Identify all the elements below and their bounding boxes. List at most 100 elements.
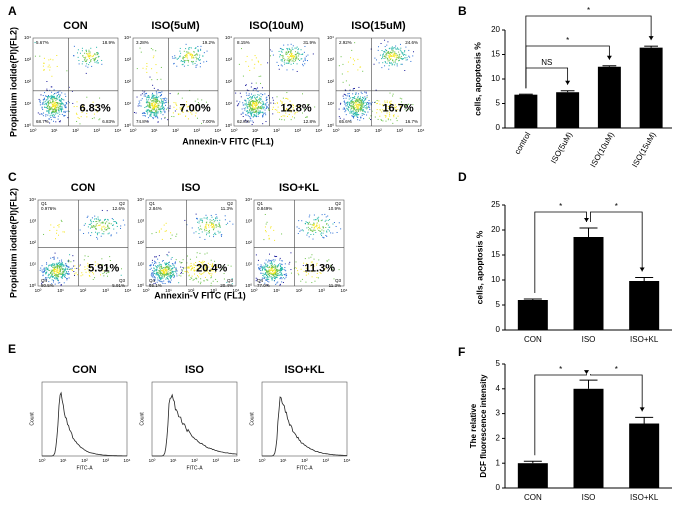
event-dot: [257, 107, 259, 109]
event-dot: [256, 112, 258, 114]
event-dot: [54, 269, 56, 271]
event-dot: [259, 111, 261, 113]
event-dot: [90, 235, 92, 237]
event-dot: [213, 225, 215, 227]
event-dot: [73, 55, 75, 57]
event-dot: [349, 102, 351, 104]
event-dot: [185, 56, 187, 58]
event-dot: [281, 278, 283, 280]
event-dot: [68, 273, 70, 275]
event-dot: [258, 112, 260, 114]
event-dot: [258, 100, 260, 102]
event-dot: [103, 225, 105, 227]
event-dot: [366, 106, 368, 108]
event-dot: [175, 267, 177, 269]
event-dot: [218, 267, 220, 269]
event-dot: [154, 106, 156, 108]
event-dot: [206, 270, 208, 272]
event-dot: [156, 100, 158, 102]
event-dot: [141, 93, 143, 95]
event-dot: [164, 97, 166, 99]
event-dot: [266, 275, 268, 277]
event-dot: [56, 274, 58, 276]
event-dot: [94, 225, 96, 227]
x-tick-label: 10³: [102, 458, 109, 463]
event-dot: [67, 100, 69, 102]
event-dot: [260, 264, 262, 266]
event-dot: [256, 107, 258, 109]
event-dot: [161, 91, 163, 93]
event-dot: [315, 225, 317, 227]
event-dot: [61, 98, 63, 100]
event-dot: [218, 232, 220, 234]
event-dot: [89, 62, 91, 64]
event-dot: [259, 98, 261, 100]
event-dot: [101, 63, 103, 65]
event-dot: [190, 269, 192, 271]
event-dot: [186, 53, 188, 55]
event-dot: [351, 99, 353, 101]
event-dot: [250, 101, 252, 103]
event-dot: [50, 94, 52, 96]
event-dot: [391, 49, 393, 51]
event-dot: [270, 270, 272, 272]
event-dot: [165, 268, 167, 270]
event-dot: [354, 95, 356, 97]
event-dot: [245, 110, 247, 112]
event-dot: [46, 279, 48, 281]
comparison-label: *: [587, 6, 590, 15]
event-dot: [223, 278, 225, 280]
event-dot: [184, 59, 186, 61]
event-dot: [176, 233, 178, 235]
event-dot: [199, 62, 201, 64]
event-dot: [312, 238, 314, 240]
event-dot: [67, 266, 69, 268]
event-dot: [255, 104, 257, 106]
event-dot: [191, 113, 193, 115]
event-dot: [214, 220, 216, 222]
event-dot: [52, 96, 54, 98]
event-dot: [318, 226, 320, 228]
event-dot: [57, 115, 59, 117]
event-dot: [34, 55, 36, 57]
event-dot: [53, 279, 55, 281]
event-dot: [284, 59, 286, 61]
event-dot: [216, 266, 218, 268]
event-dot: [349, 104, 351, 106]
event-dot: [397, 115, 399, 117]
event-dot: [61, 269, 63, 271]
event-dot: [147, 96, 149, 98]
event-dot: [258, 97, 260, 99]
event-dot: [289, 59, 291, 61]
event-dot: [262, 113, 264, 115]
event-dot: [258, 269, 260, 271]
event-dot: [146, 101, 148, 103]
event-dot: [103, 231, 105, 233]
event-dot: [66, 277, 68, 279]
event-dot: [210, 214, 212, 216]
event-dot: [264, 226, 266, 228]
event-dot: [264, 276, 266, 278]
event-dot: [275, 269, 277, 271]
event-dot: [78, 63, 80, 65]
event-dot: [41, 265, 43, 267]
event-dot: [297, 51, 299, 53]
event-dot: [60, 103, 62, 105]
event-dot: [280, 269, 282, 271]
event-dot: [151, 94, 153, 96]
event-dot: [395, 54, 397, 56]
event-dot: [159, 271, 161, 273]
event-dot: [149, 102, 151, 104]
event-dot: [206, 232, 208, 234]
event-dot: [213, 221, 215, 223]
event-dot: [199, 225, 201, 227]
event-dot: [252, 96, 254, 98]
event-dot: [52, 109, 54, 111]
event-dot: [357, 100, 359, 102]
event-dot: [262, 111, 264, 113]
event-dot: [42, 115, 44, 117]
event-dot: [97, 238, 99, 240]
event-dot: [151, 273, 153, 275]
event-dot: [347, 101, 349, 103]
event-dot: [374, 57, 376, 59]
